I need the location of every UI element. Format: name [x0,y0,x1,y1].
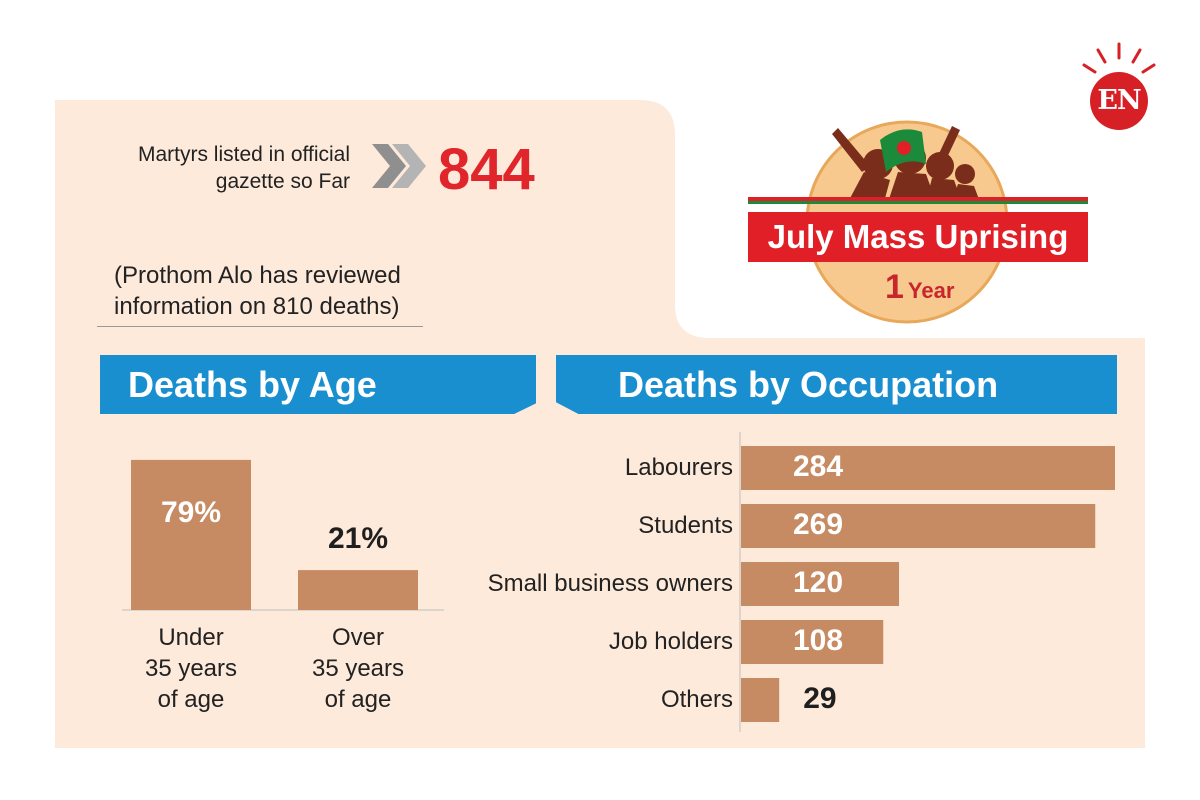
occupation-category-label: Students [638,512,733,539]
badge-year: 1 Year [885,268,954,307]
age-bar [131,459,251,610]
occupation-bar [741,678,780,722]
occupation-bar-value: 29 [803,682,837,715]
occupation-bar [741,620,884,664]
flag-icon [880,129,926,172]
occupation-category-label: Job holders [608,628,733,655]
occupation-bar [741,446,1115,490]
uprising-badge [748,42,1156,324]
badge-title: July Mass Uprising [748,212,1088,262]
age-bar-value: 21% [327,522,389,556]
gazette-label: Martyrs listed in official gazette so Fa… [137,143,350,193]
age-category-label: Over 35 years of age [311,624,405,713]
occupation-bar-value: 269 [793,508,844,541]
occupation-bar-value: 284 [793,450,844,483]
age-chart-banner: Deaths by Age [100,355,536,414]
age-category-label: Under 35 years of age [144,624,238,713]
occupation-bar-value: 108 [793,624,844,657]
sun-rays-icon [1082,42,1156,74]
occupation-chart-banner: Deaths by Occupation [556,355,1117,414]
gazette-count: 844 [438,137,535,202]
review-note: (Prothom Alo has reviewed information on… [114,262,401,320]
age-chart-title: Deaths by Age [128,364,377,405]
en-logo: EN [1090,72,1148,130]
age-bar [298,570,418,610]
double-chevron-icon [372,144,426,188]
badge-stripe-green [748,201,1088,204]
badge-stripe-red [748,197,1088,201]
occupation-chart-title: Deaths by Occupation [618,364,999,405]
occupation-category-label: Labourers [624,454,733,481]
badge-year-word: Year [907,278,955,303]
occupation-bar [741,504,1096,548]
note-divider [97,326,423,327]
age-bar-value: 79% [160,495,222,529]
occupation-category-label: Small business owners [487,570,733,597]
occupation-bar [741,562,900,606]
occupation-bar-value: 120 [793,566,844,599]
badge-year-number: 1 [885,268,904,306]
occupation-category-label: Others [660,686,733,713]
